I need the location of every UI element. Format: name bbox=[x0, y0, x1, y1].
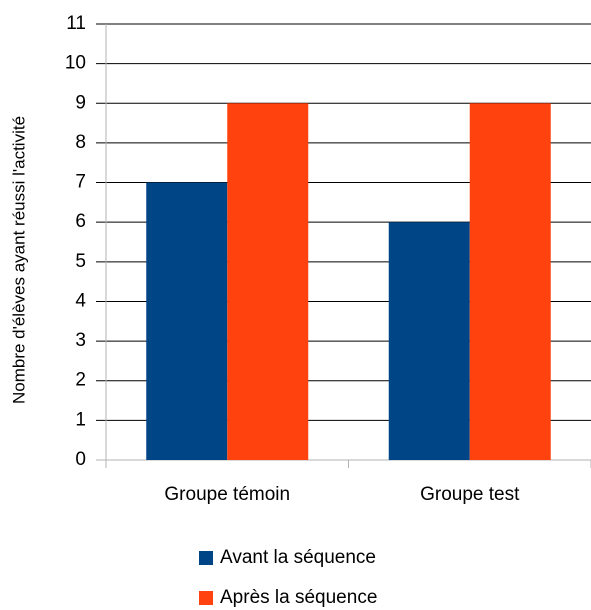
y-tick-label: 7 bbox=[75, 172, 86, 193]
y-tick-label: 3 bbox=[75, 330, 86, 351]
y-tick-label: 11 bbox=[66, 13, 86, 34]
y-tick-label: 0 bbox=[75, 449, 86, 470]
y-tick-label: 1 bbox=[75, 409, 86, 430]
bar bbox=[388, 222, 470, 460]
bar bbox=[227, 103, 309, 460]
y-tick-label: 2 bbox=[75, 370, 86, 391]
y-tick-label: 5 bbox=[75, 251, 86, 272]
y-tick-label: 4 bbox=[75, 290, 86, 311]
bar bbox=[469, 103, 551, 460]
y-axis-label: Nombre d'élèves ayant réussi l'activité bbox=[9, 116, 28, 404]
x-tick-label: Groupe test bbox=[420, 484, 520, 505]
x-tick-label: Groupe témoin bbox=[164, 484, 290, 505]
y-tick-label: 9 bbox=[75, 92, 86, 113]
legend-label: Avant la séquence bbox=[220, 547, 376, 568]
y-tick-label: 6 bbox=[75, 211, 86, 232]
bar bbox=[146, 182, 228, 460]
legend-swatch bbox=[199, 551, 213, 565]
legend-label: Après la séquence bbox=[220, 587, 377, 608]
legend-swatch bbox=[199, 591, 213, 605]
y-tick-label: 10 bbox=[65, 53, 86, 74]
y-tick-label: 8 bbox=[75, 132, 86, 153]
